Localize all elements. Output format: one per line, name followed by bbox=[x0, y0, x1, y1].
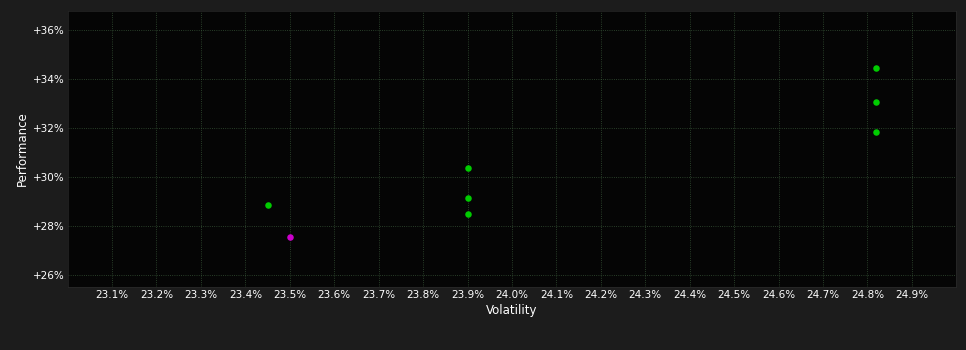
X-axis label: Volatility: Volatility bbox=[486, 304, 538, 317]
Point bbox=[868, 65, 884, 71]
Point bbox=[460, 211, 475, 216]
Point bbox=[282, 234, 298, 240]
Point bbox=[868, 129, 884, 134]
Point bbox=[460, 195, 475, 201]
Point bbox=[868, 99, 884, 105]
Y-axis label: Performance: Performance bbox=[15, 111, 29, 186]
Point bbox=[460, 166, 475, 171]
Point bbox=[260, 202, 275, 208]
